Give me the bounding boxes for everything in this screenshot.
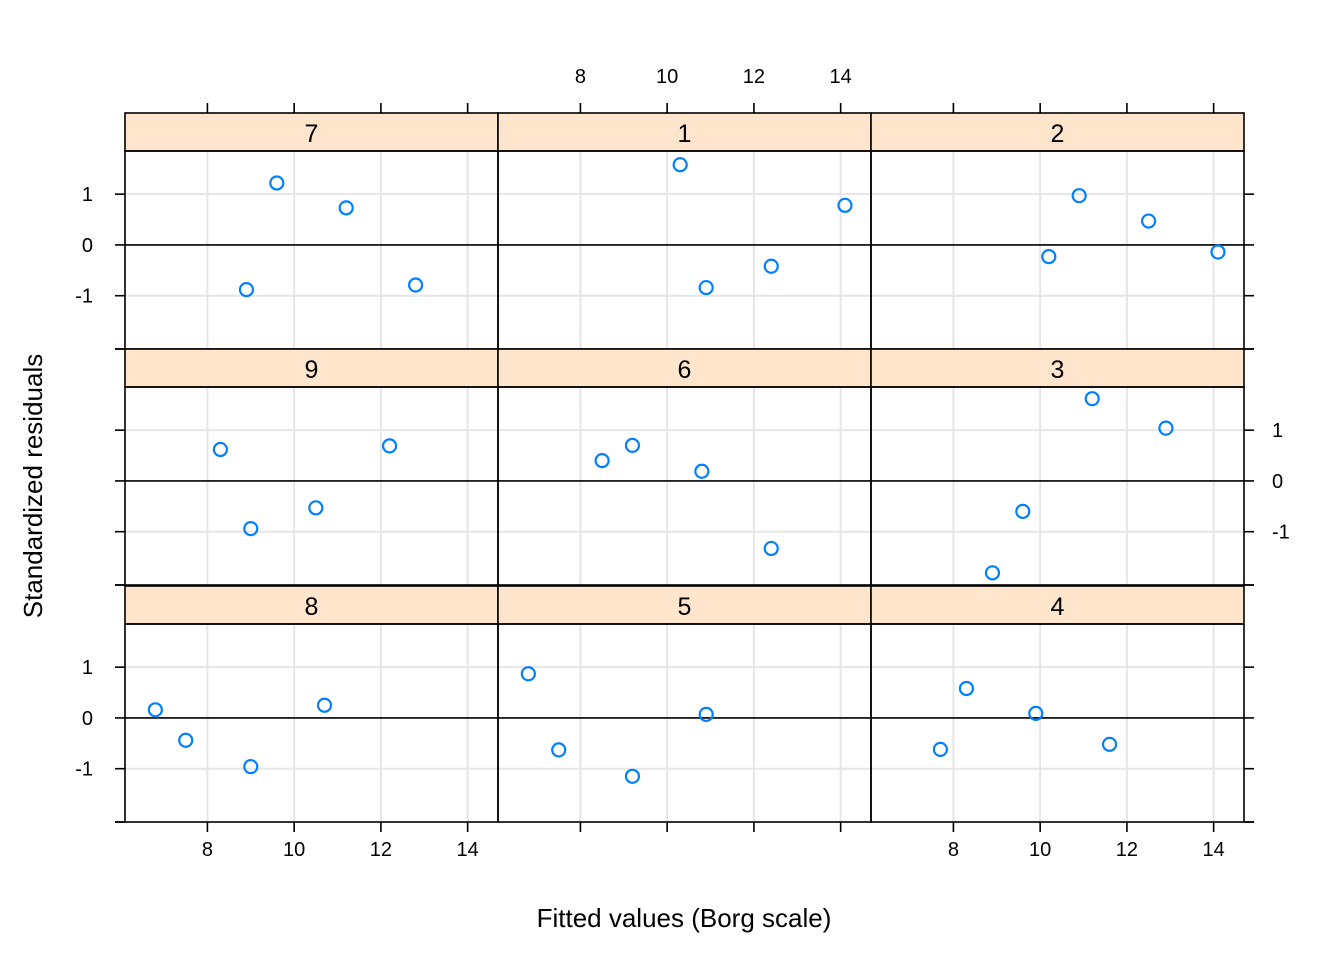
grid-layer bbox=[125, 151, 1244, 822]
y-axis-title: Standardized residuals bbox=[18, 354, 48, 619]
data-point bbox=[594, 453, 610, 469]
panel-strip-label: 1 bbox=[678, 120, 692, 148]
panel-strip bbox=[124, 112, 499, 152]
data-point bbox=[238, 282, 255, 298]
y-tick-label: 1 bbox=[82, 184, 93, 206]
panel-strip-label: 6 bbox=[678, 356, 692, 384]
x-tick-label: 10 bbox=[1029, 839, 1051, 861]
data-point bbox=[672, 157, 688, 173]
x-tick-label: 12 bbox=[743, 66, 765, 88]
x-tick-label: 8 bbox=[575, 66, 586, 88]
panel-frame bbox=[870, 623, 1245, 823]
x-tick-label: 14 bbox=[457, 839, 479, 861]
x-tick-label: 10 bbox=[656, 66, 678, 88]
x-tick-label: 10 bbox=[283, 839, 305, 861]
data-point bbox=[1140, 213, 1157, 229]
data-point bbox=[147, 702, 163, 718]
data-point bbox=[269, 175, 285, 191]
panel-frame bbox=[497, 386, 872, 586]
y-tick-label: 0 bbox=[1272, 471, 1283, 493]
y-tick-label: 1 bbox=[82, 657, 93, 679]
x-tick-label: 14 bbox=[830, 66, 852, 88]
y-tick-label: 0 bbox=[82, 235, 93, 257]
panel-strip-label: 2 bbox=[1051, 120, 1065, 148]
data-point bbox=[520, 666, 536, 682]
data-point bbox=[624, 437, 641, 453]
panel-frame bbox=[124, 623, 499, 823]
data-point bbox=[178, 732, 194, 748]
data-point bbox=[1041, 249, 1057, 265]
data-point bbox=[212, 441, 229, 458]
data-point bbox=[763, 540, 779, 557]
data-point bbox=[958, 680, 975, 697]
panel-frame bbox=[124, 150, 499, 350]
data-point bbox=[1084, 391, 1100, 407]
x-tick-label: 8 bbox=[948, 839, 959, 861]
data-point bbox=[1101, 736, 1118, 752]
panel-strip-label: 9 bbox=[305, 356, 319, 384]
panel-strip-label: 4 bbox=[1051, 593, 1065, 621]
data-point bbox=[698, 706, 714, 722]
axes: 8 10 12 148 10 12 148 10 12 14-101-101-101 bbox=[75, 66, 1290, 861]
data-point bbox=[763, 258, 779, 274]
data-point bbox=[1015, 503, 1031, 519]
y-tick-label: -1 bbox=[75, 286, 93, 308]
panel-frames: 7 1 29 6 38 5 4 bbox=[124, 112, 1245, 823]
data-point bbox=[984, 565, 1001, 581]
data-point bbox=[698, 279, 714, 296]
zero-reference-lines bbox=[125, 244, 1244, 719]
panel-strip-label: 7 bbox=[305, 120, 319, 148]
panel-strip bbox=[870, 585, 1245, 625]
data-point bbox=[694, 463, 710, 479]
data-point bbox=[1071, 188, 1087, 204]
panel-strip-label: 5 bbox=[678, 593, 692, 621]
panel-strip bbox=[124, 585, 499, 625]
panel-strip bbox=[870, 348, 1245, 388]
data-point bbox=[1028, 705, 1044, 721]
panel-strip bbox=[497, 348, 872, 388]
data-point bbox=[407, 277, 424, 293]
x-tick-label: 8 bbox=[202, 839, 213, 861]
data-point bbox=[624, 768, 641, 784]
y-tick-label: 0 bbox=[82, 708, 93, 730]
panel-frame bbox=[870, 150, 1245, 350]
panel-frame bbox=[870, 386, 1245, 586]
y-tick-label: -1 bbox=[75, 759, 93, 781]
data-point bbox=[243, 759, 259, 775]
panel-strip-label: 3 bbox=[1051, 356, 1065, 384]
panel-frame bbox=[124, 386, 499, 586]
data-point bbox=[338, 200, 354, 216]
data-point bbox=[932, 741, 948, 758]
data-point bbox=[551, 742, 567, 758]
x-tick-label: 12 bbox=[1116, 839, 1138, 861]
panel-strip bbox=[497, 585, 872, 625]
panel-frame bbox=[497, 150, 872, 350]
x-axis-title: Fitted values (Borg scale) bbox=[537, 903, 832, 933]
data-point bbox=[308, 500, 324, 516]
data-point bbox=[243, 521, 259, 537]
x-tick-label: 12 bbox=[370, 839, 392, 861]
data-point bbox=[381, 438, 398, 454]
data-point bbox=[1158, 420, 1174, 436]
panel-strip bbox=[870, 112, 1245, 152]
panel-strip bbox=[497, 112, 872, 152]
x-tick-label: 14 bbox=[1203, 839, 1225, 861]
data-point bbox=[1210, 244, 1226, 260]
data-point bbox=[837, 197, 853, 213]
data-points bbox=[147, 157, 1226, 784]
data-point bbox=[316, 697, 333, 713]
y-tick-label: -1 bbox=[1272, 522, 1290, 544]
panel-strip-label: 8 bbox=[305, 593, 319, 621]
y-tick-label: 1 bbox=[1272, 420, 1283, 442]
panel-frame bbox=[497, 623, 872, 823]
